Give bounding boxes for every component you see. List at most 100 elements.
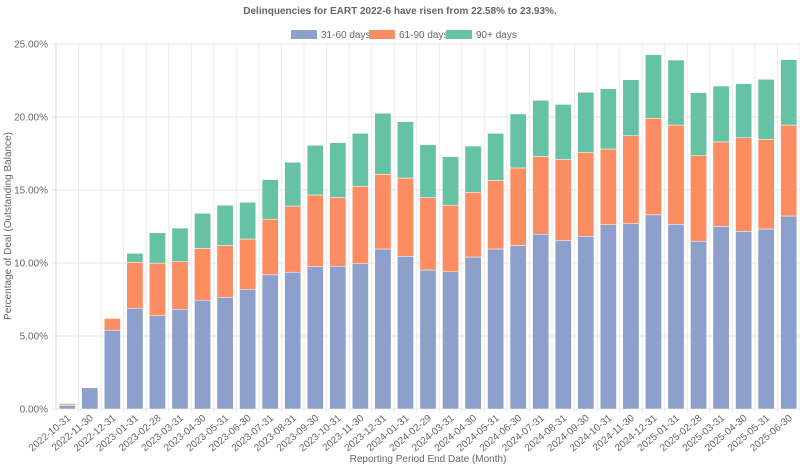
- bar-31-60-days-2022-12-31: [103, 329, 121, 410]
- bar-90-days-2023-05-31: [216, 204, 234, 246]
- bar-90-days-2025-05-31: [757, 79, 775, 140]
- bar-31-60-days-2023-05-31: [216, 297, 234, 410]
- bar-61-90-days-2025-02-28: [690, 155, 707, 242]
- bar-90-days-2025-04-30: [735, 83, 753, 138]
- y-axis: 0.00% 5.00% 10.00% 15.00% 20.00% 25.00%: [14, 40, 57, 416]
- bar-31-60-days-2023-12-31: [374, 248, 392, 410]
- bar-90-days-2023-12-31: [374, 113, 392, 175]
- bar-31-60-days-2022-10-31: [58, 405, 76, 410]
- bar-90-days-2024-12-31: [645, 54, 662, 119]
- bar-31-60-days-2023-10-31: [329, 265, 347, 410]
- bar-61-90-days-2024-04-30: [464, 192, 482, 258]
- bar-90-days-2023-08-31: [284, 162, 302, 207]
- bar-31-60-days-2024-04-30: [464, 256, 482, 410]
- legend: 31-60 days 61-90 days 90+ days: [291, 30, 517, 41]
- chart-title: Delinquencies for EART 2022-6 have risen…: [243, 6, 557, 17]
- bar-90-days-2022-10-31: [58, 402, 76, 405]
- bar-31-60-days-2022-11-30: [81, 387, 99, 410]
- bar-61-90-days-2023-09-30: [306, 194, 324, 267]
- bar-31-60-days-2024-10-31: [599, 224, 617, 410]
- bar-61-90-days-2024-11-30: [622, 135, 640, 224]
- bar-90-days-2024-05-31: [487, 133, 505, 181]
- bar-90-days-2023-03-31: [171, 227, 189, 262]
- bar-90-days-2024-09-30: [577, 92, 595, 153]
- bar-61-90-days-2024-03-31: [442, 204, 459, 273]
- bar-90-days-2023-04-30: [194, 213, 211, 249]
- bar-61-90-days-2023-02-28: [149, 262, 166, 316]
- bar-31-60-days-2023-04-30: [194, 299, 211, 410]
- y-tick-label: 0.00%: [20, 405, 48, 416]
- bar-90-days-2024-08-31: [554, 104, 572, 160]
- legend-swatch-1: [369, 30, 395, 39]
- bar-90-days-2023-02-28: [149, 232, 166, 264]
- bar-31-60-days-2023-01-31: [126, 308, 144, 410]
- bar-61-90-days-2024-02-29: [419, 197, 437, 271]
- bar-90-days-2023-10-31: [329, 142, 347, 198]
- legend-swatch-2: [446, 30, 472, 39]
- bar-61-90-days-2024-12-31: [645, 118, 662, 216]
- bar-61-90-days-2023-10-31: [329, 197, 347, 267]
- bar-61-90-days-2024-06-30: [509, 167, 527, 246]
- bar-90-days-2025-01-31: [667, 59, 685, 126]
- gridlines: [52, 43, 800, 413]
- bar-31-60-days-2023-09-30: [306, 266, 324, 410]
- bar-61-90-days-2023-01-31: [126, 262, 144, 309]
- bar-31-60-days-2023-02-28: [149, 315, 166, 410]
- bar-31-60-days-2024-07-31: [532, 233, 550, 410]
- bar-90-days-2025-03-31: [712, 85, 730, 143]
- bar-90-days-2023-11-30: [351, 133, 369, 187]
- bar-90-days-2024-10-31: [599, 88, 617, 150]
- bar-61-90-days-2023-06-30: [239, 238, 257, 290]
- bar-90-days-2024-04-30: [464, 145, 482, 193]
- x-axis-title: Reporting Period End Date (Month): [350, 454, 507, 465]
- bar-31-60-days-2024-01-31: [397, 256, 414, 410]
- bar-31-60-days-2023-03-31: [171, 309, 189, 410]
- bar-90-days-2024-07-31: [532, 100, 550, 157]
- legend-swatch-0: [291, 30, 317, 39]
- x-axis: 2022-10-312022-11-302022-12-312023-01-31…: [27, 413, 795, 455]
- bar-31-60-days-2025-04-30: [735, 231, 753, 410]
- bar-31-60-days-2025-01-31: [667, 224, 685, 410]
- bar-31-60-days-2023-11-30: [351, 263, 369, 410]
- bar-90-days-2023-01-31: [126, 253, 144, 263]
- bar-61-90-days-2024-08-31: [554, 159, 572, 241]
- bar-90-days-2024-06-30: [509, 113, 527, 169]
- bar-31-60-days-2023-06-30: [239, 289, 257, 410]
- bar-31-60-days-2024-03-31: [442, 271, 459, 410]
- bar-90-days-2024-03-31: [442, 156, 459, 206]
- bar-90-days-2025-02-28: [690, 92, 707, 156]
- bar-31-60-days-2024-12-31: [645, 214, 662, 410]
- y-tick-label: 15.00%: [14, 186, 48, 197]
- bar-31-60-days-2025-03-31: [712, 226, 730, 410]
- bar-90-days-2024-02-29: [419, 144, 437, 198]
- bar-31-60-days-2025-02-28: [690, 240, 707, 410]
- bar-90-days-2024-11-30: [622, 79, 640, 136]
- bar-61-90-days-2023-07-31: [261, 218, 279, 276]
- bar-90-days-2023-09-30: [306, 145, 324, 196]
- y-tick-label: 5.00%: [20, 332, 48, 343]
- bar-61-90-days-2023-04-30: [194, 248, 211, 301]
- bar-31-60-days-2024-02-29: [419, 269, 437, 410]
- legend-label-2: 90+ days: [476, 30, 517, 41]
- bar-31-60-days-2024-05-31: [487, 248, 505, 410]
- bar-61-90-days-2025-04-30: [735, 137, 753, 232]
- y-tick-label: 10.00%: [14, 259, 48, 270]
- bar-90-days-2024-01-31: [397, 121, 414, 179]
- y-tick-label: 20.00%: [14, 113, 48, 124]
- bar-31-60-days-2024-11-30: [622, 223, 640, 410]
- bar-90-days-2023-06-30: [239, 202, 257, 240]
- legend-label-0: 31-60 days: [321, 30, 370, 41]
- bar-61-90-days-2023-12-31: [374, 174, 392, 250]
- bar-61-90-days-2024-01-31: [397, 177, 414, 257]
- bar-31-60-days-2025-05-31: [757, 228, 775, 410]
- bar-61-90-days-2022-12-31: [103, 318, 121, 331]
- bar-61-90-days-2023-05-31: [216, 245, 234, 298]
- bar-61-90-days-2025-05-31: [757, 139, 775, 230]
- bar-31-60-days-2025-06-30: [780, 215, 798, 410]
- y-tick-label: 25.00%: [14, 40, 48, 51]
- bar-31-60-days-2023-08-31: [284, 271, 302, 410]
- bar-61-90-days-2025-06-30: [780, 124, 798, 217]
- y-axis-title: Percentage of Deal (Outstanding Balance): [3, 132, 14, 320]
- bar-90-days-2023-07-31: [261, 179, 279, 220]
